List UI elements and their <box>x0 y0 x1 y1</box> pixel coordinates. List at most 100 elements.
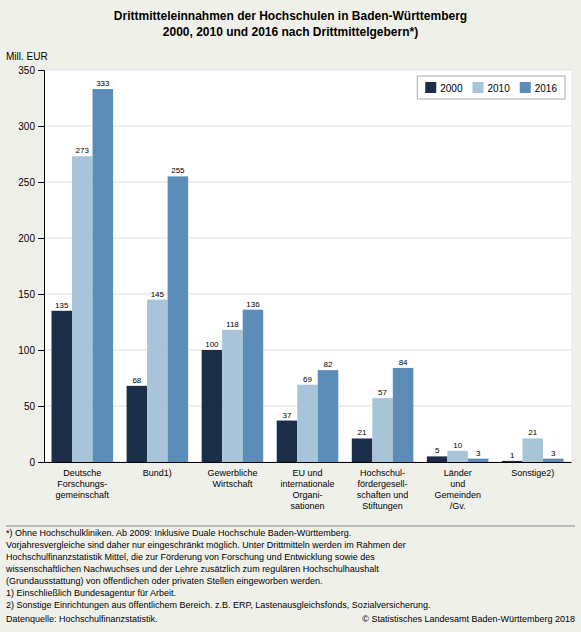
legend-label: 2000 <box>440 83 463 94</box>
data-label: 255 <box>171 166 185 175</box>
tick-mark <box>38 406 44 407</box>
tick-label: DeutscheForschungs-gemeinschaft <box>56 468 110 500</box>
tick: 200 <box>18 233 44 244</box>
footnote: 2) Sonstige Einrichtungen aus öffentlich… <box>6 600 430 610</box>
tick: 150 <box>18 289 44 300</box>
tick-label: 300 <box>18 121 35 132</box>
bar <box>147 300 168 462</box>
tick-label-line: Länder <box>444 468 472 478</box>
data-label: 69 <box>303 375 312 384</box>
tick: 300 <box>18 121 44 132</box>
bar <box>393 368 414 462</box>
grid-line <box>44 70 571 71</box>
data-label: 3 <box>551 449 556 458</box>
tick-mark <box>38 70 44 71</box>
grid-line <box>44 126 571 127</box>
source: Datenquelle: Hochschulfinanzstatistik. <box>6 614 158 624</box>
tick-label: 50 <box>24 401 36 412</box>
tick-label: 250 <box>18 177 35 188</box>
data-label: 10 <box>453 441 462 450</box>
tick: Hochschul-fördergesell-schaften undStift… <box>357 462 409 511</box>
footnotes: *) Ohne Hochschulkliniken. Ab 2009: Inkl… <box>5 528 430 610</box>
tick-label-line: fördergesell- <box>358 479 408 489</box>
tick: 100 <box>18 345 44 356</box>
bar <box>543 459 564 462</box>
legend-item: 2016 <box>520 82 558 94</box>
y-axis: 050100150200250300350 <box>18 65 44 468</box>
data-label: 3 <box>476 449 481 458</box>
tick-label-line: Hochschul- <box>360 468 405 478</box>
bar <box>447 451 468 462</box>
plot-background <box>44 70 571 462</box>
tick-label-line: Deutsche <box>63 468 101 478</box>
bar <box>502 461 523 462</box>
tick-label: GewerblicheWirtschaft <box>207 468 257 489</box>
bar <box>522 438 543 462</box>
tick: LänderundGemeinden/Gv. <box>434 462 481 511</box>
tick-label-line: Wirtschaft <box>212 479 253 489</box>
data-label: 5 <box>435 446 440 455</box>
tick-label-line: Sonstige2) <box>511 468 554 478</box>
data-label: 21 <box>358 428 367 437</box>
tick-label-line: schaften und <box>357 490 409 500</box>
tick: 50 <box>24 401 44 412</box>
title: Drittmitteleinnahmen der Hochschulen in … <box>114 9 467 23</box>
data-label: 1 <box>510 451 515 460</box>
bar-series <box>93 89 564 462</box>
tick-label: 200 <box>18 233 35 244</box>
data-label: 273 <box>76 146 90 155</box>
tick-label-line: und <box>450 479 465 489</box>
tick-label: 150 <box>18 289 35 300</box>
data-label: 37 <box>283 411 292 420</box>
grid <box>44 70 571 462</box>
data-label: 135 <box>55 301 69 310</box>
bar <box>93 89 114 462</box>
data-label: 57 <box>378 388 387 397</box>
tick-label: EU undinternationaleOrgani-sationen <box>280 468 334 510</box>
tick: DeutscheForschungs-gemeinschaft <box>56 462 110 500</box>
bar <box>222 330 243 462</box>
tick-label: Bund1) <box>143 468 172 478</box>
bar <box>372 398 393 462</box>
tick-label: Sonstige2) <box>511 468 554 478</box>
tick-label: 350 <box>18 65 35 76</box>
legend-swatch <box>520 82 531 93</box>
footnote: (Grundausstattung) von öffentlichen oder… <box>6 576 323 586</box>
bar <box>168 176 189 462</box>
chart: Drittmitteleinnahmen der Hochschulen in … <box>0 0 581 632</box>
grid-line <box>44 350 571 351</box>
footnote: 1) Einschließlich Bundesagentur für Arbe… <box>6 588 176 598</box>
tick: Bund1) <box>143 462 172 478</box>
legend: 200020102016 <box>417 76 565 99</box>
bar <box>297 385 318 462</box>
tick-label: Hochschul-fördergesell-schaften undStift… <box>357 468 409 510</box>
data-label: 82 <box>324 360 333 369</box>
tick-label-line: EU und <box>292 468 322 478</box>
tick-mark <box>38 350 44 351</box>
tick-mark <box>38 238 44 239</box>
data-label: 100 <box>205 340 219 349</box>
bar <box>352 438 373 462</box>
bar <box>127 386 148 462</box>
tick-label: LänderundGemeinden/Gv. <box>434 468 481 510</box>
footnote: wissenschaftlichen Nachwuchses und der L… <box>5 564 379 574</box>
data-label: 145 <box>151 290 165 299</box>
tick-label-line: Gewerbliche <box>207 468 257 478</box>
bar-series <box>72 156 543 462</box>
bar <box>468 459 489 462</box>
bar <box>427 456 448 462</box>
tick-label-line: Forschungs- <box>57 479 107 489</box>
bar <box>52 311 73 462</box>
footnote: Hochschulfinanzstatistik Mittel, die zur… <box>6 552 375 562</box>
grid-line <box>44 182 571 183</box>
data-label: 84 <box>399 358 408 367</box>
tick-label-line: Stiftungen <box>362 501 403 511</box>
tick-mark <box>38 126 44 127</box>
footnote: Vorjahresvergleiche sind daher nur einge… <box>6 540 406 550</box>
background <box>0 0 581 632</box>
grid-line <box>44 294 571 295</box>
x-axis: DeutscheForschungs-gemeinschaft Bund1) Gew… <box>45 462 572 511</box>
data-label: 21 <box>528 428 537 437</box>
tick: Sonstige2) <box>511 462 554 478</box>
bar <box>202 350 223 462</box>
